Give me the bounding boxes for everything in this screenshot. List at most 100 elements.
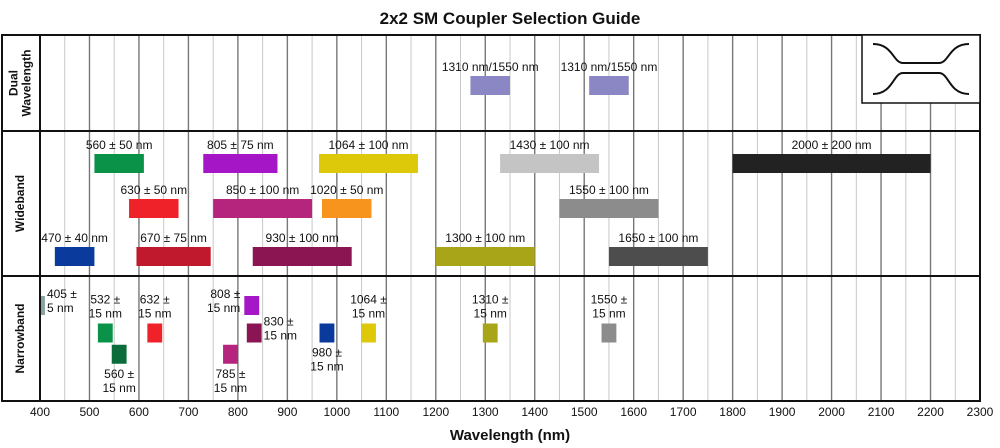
x-tick-label: 1300	[472, 405, 499, 419]
bar-narrowband-1550-15-nm-label: 1550 ±15 nm	[591, 293, 628, 321]
bar-wideband-630-50-nm	[129, 199, 179, 218]
bar-narrowband-808-15-nm	[244, 296, 260, 315]
bar-dual-wavelength-1310-nm-1550-nm	[589, 76, 629, 95]
bar-wideband-1300-100-nm-label: 1300 ± 100 nm	[445, 231, 525, 245]
row-label-narrowband: Narrowband	[13, 303, 27, 373]
bar-wideband-560-50-nm-label-line: 560 ± 50 nm	[86, 138, 153, 152]
row-label-wideband: Wideband	[13, 175, 27, 232]
bar-narrowband-1310-15-nm-label-line: 15 nm	[474, 307, 507, 321]
bar-narrowband-560-15-nm	[111, 344, 127, 364]
x-tick-label: 2200	[917, 405, 944, 419]
bar-wideband-1430-100-nm-label: 1430 ± 100 nm	[510, 138, 590, 152]
x-tick-label: 2100	[868, 405, 895, 419]
bar-narrowband-632-15-nm-label: 632 ±15 nm	[138, 293, 171, 321]
bar-narrowband-532-15-nm	[97, 323, 113, 343]
bar-wideband-1430-100-nm	[500, 154, 600, 173]
bar-wideband-470-40-nm-label-line: 470 ± 40 nm	[41, 231, 108, 245]
bar-wideband-805-75-nm	[203, 154, 278, 173]
bar-wideband-560-50-nm	[94, 154, 144, 173]
x-tick-label: 1400	[521, 405, 548, 419]
bar-dual-wavelength-1310-nm-1550-nm-label: 1310 nm/1550 nm	[561, 60, 658, 74]
bar-narrowband-830-15-nm-label: 830 ±15 nm	[264, 315, 297, 343]
bar-narrowband-808-15-nm-label: 808 ±15 nm	[207, 287, 241, 315]
x-tick-label: 700	[178, 405, 198, 419]
bar-narrowband-405-5-nm-label-line: 5 nm	[47, 301, 74, 315]
bar-wideband-805-75-nm-label-line: 805 ± 75 nm	[207, 138, 274, 152]
bar-wideband-670-75-nm-label: 670 ± 75 nm	[140, 231, 207, 245]
bar-dual-wavelength-1310-nm-1550-nm	[470, 76, 510, 95]
bar-narrowband-532-15-nm-label-line: 532 ±	[90, 293, 120, 307]
bar-narrowband-560-15-nm-label: 560 ±15 nm	[102, 367, 135, 395]
bar-dual-wavelength-1310-nm-1550-nm-label-line: 1310 nm/1550 nm	[561, 60, 658, 74]
bar-narrowband-808-15-nm-label-line: 15 nm	[207, 301, 240, 315]
x-tick-labels: 400 500 600 700 800 900 1000 1100 1200 1300 1400 15…	[30, 405, 994, 419]
bar-wideband-1064-100-nm	[319, 154, 418, 173]
bar-wideband-1650-100-nm	[608, 247, 708, 266]
bar-wideband-2000-200-nm	[732, 154, 931, 173]
bar-wideband-850-100-nm	[213, 199, 313, 218]
bar-narrowband-1064-15-nm	[361, 323, 376, 343]
bar-narrowband-1310-15-nm	[482, 323, 498, 343]
bar-wideband-470-40-nm	[54, 247, 95, 266]
bar-wideband-670-75-nm	[136, 247, 211, 266]
bar-narrowband-1310-15-nm-label-line: 1310 ±	[472, 293, 509, 307]
bar-wideband-1064-100-nm-label-line: 1064 ± 100 nm	[329, 138, 409, 152]
row-label-dual-wavelength: Dual	[7, 70, 21, 96]
bar-narrowband-980-15-nm-label-line: 980 ±	[312, 346, 342, 360]
bar-dual-wavelength-1310-nm-1550-nm-label-line: 1310 nm/1550 nm	[442, 60, 539, 74]
bar-wideband-805-75-nm-label: 805 ± 75 nm	[207, 138, 274, 152]
x-axis-label: Wavelength (nm)	[450, 427, 570, 444]
bar-wideband-1650-100-nm-label-line: 1650 ± 100 nm	[618, 231, 698, 245]
x-tick-label: 2300	[967, 405, 994, 419]
bar-narrowband-980-15-nm-label-line: 15 nm	[310, 360, 343, 374]
bar-wideband-2000-200-nm-label: 2000 ± 200 nm	[792, 138, 872, 152]
bar-narrowband-1064-15-nm-label-line: 1064 ±	[350, 293, 387, 307]
bar-narrowband-785-15-nm-label-line: 15 nm	[214, 381, 247, 395]
x-tick-label: 2000	[818, 405, 845, 419]
bar-narrowband-785-15-nm-label: 785 ±15 nm	[214, 367, 247, 395]
x-tick-label: 1900	[769, 405, 796, 419]
bar-wideband-1020-50-nm-label: 1020 ± 50 nm	[310, 183, 383, 197]
bar-narrowband-1064-15-nm-label-line: 15 nm	[352, 307, 385, 321]
bar-narrowband-405-5-nm-label: 405 ±5 nm	[47, 287, 77, 315]
x-tick-label: 1500	[571, 405, 598, 419]
bar-narrowband-1550-15-nm-label-line: 1550 ±	[591, 293, 628, 307]
bar-narrowband-808-15-nm-label-line: 808 ±	[210, 287, 240, 301]
bar-wideband-930-100-nm-label-line: 930 ± 100 nm	[266, 231, 339, 245]
x-tick-label: 1600	[620, 405, 647, 419]
bar-narrowband-1064-15-nm-label: 1064 ±15 nm	[350, 293, 387, 321]
bar-narrowband-830-15-nm-label-line: 15 nm	[264, 329, 297, 343]
bar-wideband-1300-100-nm	[435, 247, 535, 266]
bar-wideband-1300-100-nm-label-line: 1300 ± 100 nm	[445, 231, 525, 245]
bar-narrowband-632-15-nm	[147, 323, 163, 343]
bar-wideband-1020-50-nm-label-line: 1020 ± 50 nm	[310, 183, 383, 197]
bar-wideband-930-100-nm-label: 930 ± 100 nm	[266, 231, 339, 245]
bar-narrowband-405-5-nm	[40, 296, 45, 315]
x-tick-label: 900	[277, 405, 297, 419]
bar-wideband-1020-50-nm	[322, 199, 372, 218]
row-dividers	[2, 130, 980, 277]
x-tick-label: 500	[79, 405, 99, 419]
bar-narrowband-560-15-nm-label-line: 15 nm	[102, 381, 135, 395]
bar-wideband-2000-200-nm-label-line: 2000 ± 200 nm	[792, 138, 872, 152]
bar-wideband-670-75-nm-label-line: 670 ± 75 nm	[140, 231, 207, 245]
bar-narrowband-1310-15-nm-label: 1310 ±15 nm	[472, 293, 509, 321]
bar-narrowband-830-15-nm	[246, 323, 262, 343]
x-tick-label: 1000	[323, 405, 350, 419]
x-tick-label: 1700	[670, 405, 697, 419]
bar-narrowband-632-15-nm-label-line: 15 nm	[138, 307, 171, 321]
bar-narrowband-830-15-nm-label-line: 830 ±	[264, 315, 294, 329]
bar-narrowband-785-15-nm-label-line: 785 ±	[215, 367, 245, 381]
bar-narrowband-632-15-nm-label-line: 632 ±	[140, 293, 170, 307]
x-tick-label: 800	[228, 405, 248, 419]
bar-narrowband-980-15-nm	[319, 323, 335, 343]
bar-label-layer: 1310 nm/1550 nm 1310 nm/1550 nm 560 ± 50 n…	[41, 60, 871, 395]
chart-title: 2x2 SM Coupler Selection Guide	[380, 9, 641, 28]
bar-wideband-1550-100-nm-label-line: 1550 ± 100 nm	[569, 183, 649, 197]
bar-narrowband-532-15-nm-label-line: 15 nm	[89, 307, 122, 321]
bar-wideband-470-40-nm-label: 470 ± 40 nm	[41, 231, 108, 245]
bar-wideband-850-100-nm-label: 850 ± 100 nm	[226, 183, 299, 197]
bar-wideband-1550-100-nm-label: 1550 ± 100 nm	[569, 183, 649, 197]
bar-wideband-930-100-nm	[252, 247, 352, 266]
